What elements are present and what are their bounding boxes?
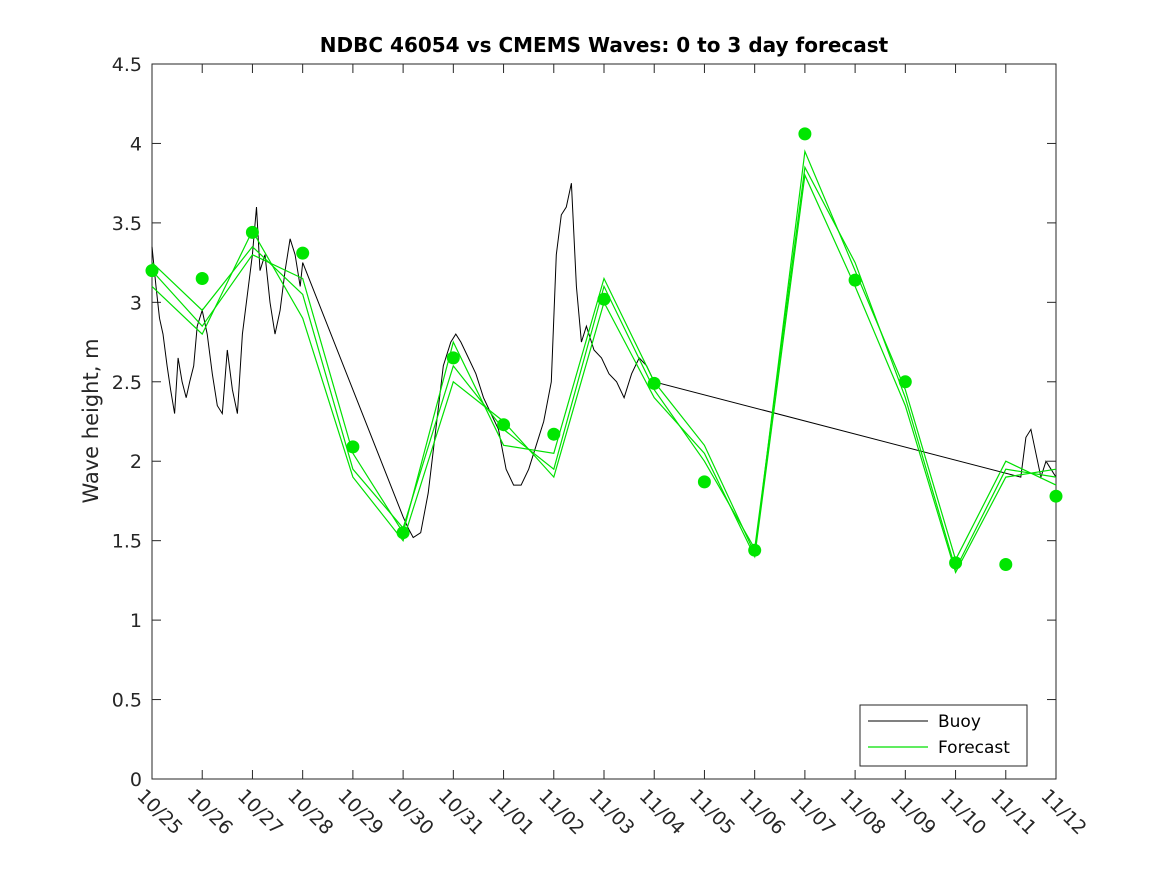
forecast-point [446,351,460,365]
x-tick-label: 11/11 [986,785,1040,839]
forecast-point [497,418,511,432]
y-tick-label: 3.5 [112,213,142,235]
legend-box [859,704,1028,767]
forecast-point [697,475,711,489]
forecast-point [396,526,410,540]
x-tick-label: 10/27 [233,785,287,839]
x-tick-label: 11/03 [584,785,638,839]
forecast-point [145,264,159,278]
forecast-point [798,127,812,141]
x-tick-label: 11/06 [735,785,789,839]
forecast-point [1049,489,1063,503]
buoy-series-line [151,183,1057,539]
forecast-series-line [151,165,1057,571]
x-tick-label: 11/04 [635,785,689,839]
x-tick-label: 11/01 [484,785,538,839]
x-tick-label: 11/07 [785,785,839,839]
y-tick-label: 0.5 [112,690,142,712]
forecast-point [296,246,310,260]
forecast-point [245,225,259,239]
x-tick-label: 11/02 [534,785,588,839]
x-tick-label: 10/31 [434,785,488,839]
forecast-point [999,558,1013,571]
forecast-series-line [151,149,1057,562]
series-layer [151,149,1057,574]
forecast-point [748,543,762,557]
forecast-point [195,272,209,285]
y-tick-label: 2.5 [112,372,142,394]
legend-forecast-label: Forecast [938,738,1010,758]
y-tick-label: 3 [130,292,142,314]
x-tick-label: 10/28 [283,785,337,839]
x-tick-label: 11/12 [1036,785,1090,839]
y-tick-label: 4.5 [112,54,142,76]
x-tick-label: 10/30 [384,785,438,839]
x-tick-label: 11/05 [685,785,739,839]
forecast-point [949,556,963,570]
y-axis: 0 0.5 1 1.5 2 2.5 3 3.5 4 4.5 [112,54,1056,791]
legend-buoy-label: Buoy [938,712,981,732]
forecast-point [547,427,561,441]
forecast-point [848,273,862,287]
legend: Buoy Forecast [859,704,1028,767]
forecast-point [898,375,912,389]
forecast-point [597,292,611,306]
forecast-point [346,440,360,454]
x-tick-label: 10/26 [183,785,237,839]
x-tick-label: 11/10 [936,785,990,839]
y-tick-label: 0 [130,769,142,791]
y-tick-label: 1.5 [112,531,142,553]
y-tick-label: 4 [130,133,142,155]
y-tick-label: 2 [130,451,142,473]
y-tick-label: 1 [130,610,142,632]
x-tick-label: 11/09 [886,785,940,839]
x-tick-label: 11/08 [836,785,890,839]
x-tick-label: 10/25 [132,785,186,839]
chart-title: NDBC 46054 vs CMEMS Waves: 0 to 3 day fo… [320,33,889,57]
y-axis-label: Wave height, m [79,338,103,503]
marker-layer [145,127,1063,571]
x-tick-label: 10/29 [333,785,387,839]
forecast-point [647,376,661,390]
plot-area [151,63,1057,780]
